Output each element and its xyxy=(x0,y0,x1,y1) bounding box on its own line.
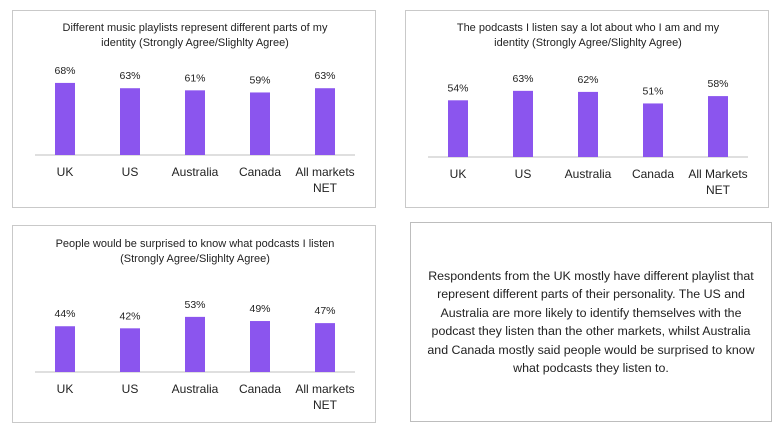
chart-title-line: (Strongly Agree/Slighlty Agree) xyxy=(120,253,270,265)
bar xyxy=(315,323,335,372)
bar xyxy=(315,88,335,155)
category-label: Australia xyxy=(172,165,219,179)
data-label: 63% xyxy=(119,70,140,82)
chart-panel-podcasts-surprised: People would be surprised to know what p… xyxy=(12,225,376,423)
data-label: 49% xyxy=(249,303,270,315)
category-label: Canada xyxy=(239,382,281,396)
data-label: 68% xyxy=(54,65,75,77)
chart-panel-music-playlists: Different music playlists represent diff… xyxy=(12,10,376,208)
category-label: NET xyxy=(313,181,338,195)
data-label: 54% xyxy=(447,82,468,94)
category-label: All markets xyxy=(295,165,354,179)
chart-title-line: identity (Strongly Agree/Slighlty Agree) xyxy=(494,37,682,49)
chart-podcasts-surprised: People would be surprised to know what p… xyxy=(35,238,355,412)
bar xyxy=(448,100,468,157)
summary-box: Respondents from the UK mostly have diff… xyxy=(410,222,772,422)
bar xyxy=(513,90,533,157)
summary-text: Respondents from the UK mostly have diff… xyxy=(427,268,755,376)
data-label: 61% xyxy=(184,72,205,84)
data-label: 58% xyxy=(707,78,728,90)
data-label: 47% xyxy=(314,305,335,317)
bar xyxy=(708,96,728,157)
category-label: US xyxy=(122,382,139,396)
chart-podcasts-identity: The podcasts I listen say a lot about wh… xyxy=(428,22,748,197)
category-label: US xyxy=(515,167,532,181)
chart-title-line: The podcasts I listen say a lot about wh… xyxy=(457,22,720,34)
bar xyxy=(120,328,140,372)
bar xyxy=(250,321,270,372)
bar xyxy=(55,82,75,155)
category-label: Canada xyxy=(632,167,674,181)
chart-title-line: Different music playlists represent diff… xyxy=(63,22,328,34)
data-label: 51% xyxy=(642,85,663,97)
category-label: UK xyxy=(57,165,74,179)
chart-panel-podcasts-identity: The podcasts I listen say a lot about wh… xyxy=(405,10,769,208)
chart-title-line: identity (Strongly Agree/Slighlty Agree) xyxy=(101,37,289,49)
bar xyxy=(250,92,270,155)
category-label: UK xyxy=(57,382,74,396)
bar xyxy=(185,90,205,155)
data-label: 44% xyxy=(54,308,75,320)
category-label: All markets xyxy=(295,382,354,396)
data-label: 53% xyxy=(184,299,205,311)
bar xyxy=(578,91,598,157)
category-label: US xyxy=(122,165,139,179)
category-label: All Markets xyxy=(688,167,747,181)
bar xyxy=(643,103,663,157)
data-label: 63% xyxy=(512,73,533,85)
category-label: Australia xyxy=(565,167,612,181)
data-label: 59% xyxy=(249,74,270,86)
bar xyxy=(55,326,75,372)
category-label: NET xyxy=(706,183,731,197)
category-label: Australia xyxy=(172,382,219,396)
category-label: Canada xyxy=(239,165,281,179)
bar xyxy=(185,316,205,372)
bar xyxy=(120,88,140,155)
chart-music-playlists: Different music playlists represent diff… xyxy=(35,22,355,195)
chart-title-line: People would be surprised to know what p… xyxy=(56,238,335,250)
data-label: 63% xyxy=(314,70,335,82)
category-label: NET xyxy=(313,398,338,412)
data-label: 42% xyxy=(119,310,140,322)
data-label: 62% xyxy=(577,74,598,86)
category-label: UK xyxy=(450,167,467,181)
